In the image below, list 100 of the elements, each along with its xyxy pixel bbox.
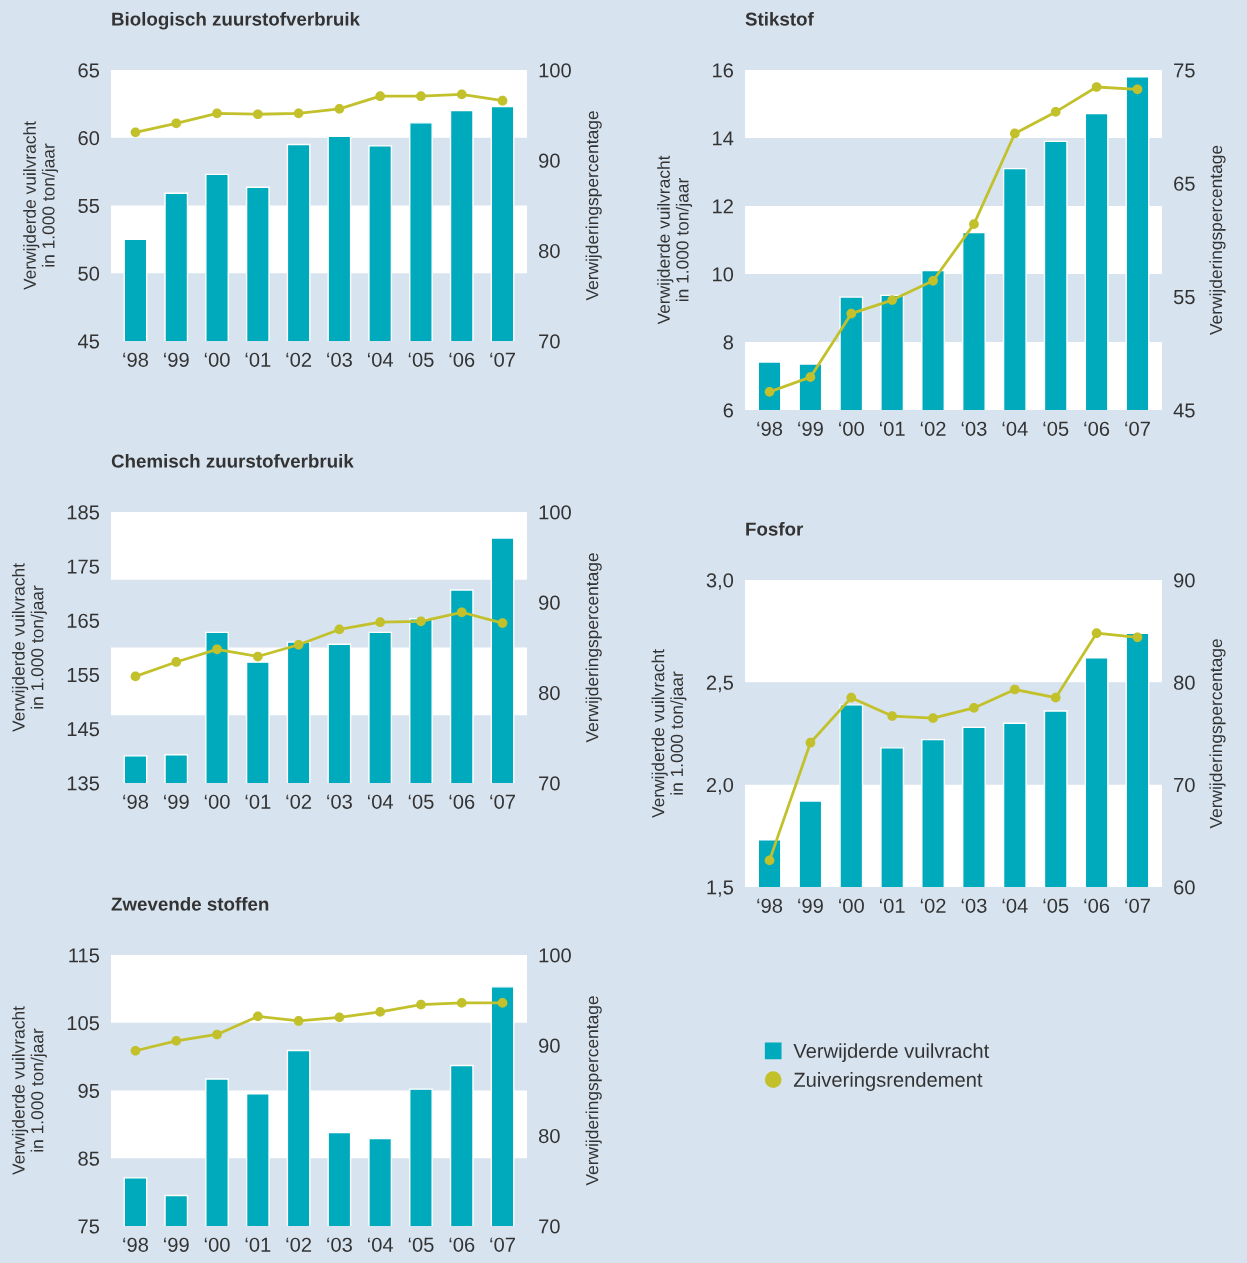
y-tick-label: 85 — [78, 1151, 100, 1166]
y-tick-label: 12 — [713, 199, 733, 214]
y-tick-label: 2,0 — [706, 777, 734, 795]
point — [928, 275, 938, 286]
y2-axis-title: Verwijderingspercentage — [585, 111, 602, 301]
y-tick-label: 8 — [723, 335, 734, 350]
y2-axis-title: Verwijderingspercentage — [1209, 639, 1226, 829]
x-tick-label: ‘05 — [408, 352, 434, 367]
point — [1050, 107, 1061, 117]
point — [1132, 632, 1143, 643]
chart-title: Zwevende stoffen — [111, 896, 269, 911]
y-tick-label: 60 — [78, 130, 100, 146]
point — [130, 127, 141, 138]
y2-axis-title: Verwijderingspercentage — [585, 553, 602, 743]
point — [334, 103, 345, 114]
y-tick-label: 2,5 — [706, 675, 734, 693]
point — [969, 219, 979, 229]
y2-tick-label: 65 — [1174, 176, 1195, 191]
y2-tick-label: 60 — [1174, 880, 1195, 895]
x-tick-label: ‘04 — [367, 352, 394, 367]
x-tick-label: ‘99 — [798, 421, 823, 436]
y-tick-label: 50 — [78, 266, 100, 281]
x-tick-label: ‘01 — [245, 794, 271, 809]
point — [171, 1035, 182, 1046]
point — [764, 387, 775, 397]
y-axis-title: Verwijderde vuilvracht in 1.000 ton/jaar — [23, 121, 59, 290]
legend-label: Zuiveringsrendement — [793, 1072, 983, 1091]
y-tick-label: 16 — [713, 63, 734, 78]
y2-tick-label: 80 — [1173, 675, 1195, 690]
y-tick-label: 3,0 — [706, 573, 734, 590]
x-tick-label: ‘02 — [920, 898, 946, 913]
x-tick-label: ‘00 — [839, 898, 864, 913]
point — [805, 372, 816, 382]
point — [1050, 692, 1061, 703]
point — [293, 108, 304, 119]
x-tick-label: ‘00 — [204, 1237, 230, 1252]
point — [130, 671, 141, 682]
point — [887, 295, 898, 305]
x-tick-label: ‘98 — [123, 1237, 149, 1252]
y-tick-label: 55 — [78, 198, 100, 213]
y-tick-label: 14 — [713, 131, 734, 146]
x-tick-label: ‘07 — [490, 352, 515, 367]
point — [456, 607, 467, 618]
point — [416, 616, 426, 627]
y2-tick-label: 80 — [538, 685, 560, 701]
x-tick-label: ‘03 — [327, 352, 352, 367]
y-tick-label: 75 — [78, 1219, 100, 1234]
x-tick-label: ‘04 — [367, 794, 394, 809]
x-tick-label: ‘02 — [286, 794, 312, 809]
x-tick-label: ‘04 — [1002, 421, 1028, 436]
legend-label: Verwijderde vuilvracht — [793, 1043, 990, 1063]
x-tick-label: ‘04 — [367, 1237, 394, 1252]
y-axis-title: Verwijderde vuilvracht in 1.000 ton/jaar — [11, 563, 47, 732]
x-tick-label: ‘00 — [204, 352, 230, 367]
y-axis-title: Verwijderde vuilvracht in 1.000 ton/jaar — [657, 155, 693, 325]
point — [928, 713, 938, 724]
point — [334, 1012, 345, 1023]
y-axis-title: Verwijderde vuilvracht in 1.000 ton/jaar — [651, 649, 687, 818]
y2-tick-label: 90 — [539, 595, 560, 610]
x-tick-label: ‘05 — [408, 794, 434, 809]
point — [171, 657, 182, 667]
point — [375, 91, 386, 102]
point — [497, 998, 508, 1008]
y2-tick-label: 100 — [539, 63, 571, 78]
point — [252, 1011, 263, 1022]
y-tick-label: 185 — [67, 505, 100, 520]
x-tick-label: ‘01 — [245, 1237, 271, 1252]
point — [764, 855, 775, 866]
point — [171, 118, 182, 129]
point — [416, 999, 426, 1010]
y2-tick-label: 70 — [539, 776, 560, 791]
point — [456, 89, 467, 100]
y2-tick-label: 70 — [539, 334, 560, 349]
point — [1091, 628, 1102, 639]
x-tick-label: ‘00 — [839, 421, 864, 436]
chart-title: Biologisch zuurstofverbruik — [112, 11, 361, 30]
x-tick-label: ‘06 — [1084, 898, 1110, 913]
point — [130, 1045, 141, 1056]
y2-tick-label: 45 — [1173, 403, 1195, 418]
x-tick-label: ‘02 — [920, 421, 946, 436]
x-tick-label: ‘07 — [490, 1237, 515, 1252]
y2-tick-label: 100 — [539, 505, 571, 520]
point — [497, 618, 508, 628]
x-tick-label: ‘99 — [164, 352, 189, 367]
y-axis-title: Verwijderde vuilvracht in 1.000 ton/jaar — [11, 1006, 47, 1175]
x-tick-label: ‘06 — [449, 352, 475, 367]
point — [375, 1007, 386, 1017]
point — [252, 651, 263, 662]
point — [1091, 82, 1102, 92]
x-tick-label: ‘07 — [1125, 421, 1150, 436]
point — [1132, 84, 1143, 95]
y-tick-label: 10 — [713, 267, 734, 282]
y2-tick-label: 90 — [539, 153, 560, 168]
point — [212, 108, 222, 119]
y-tick-label: 6 — [723, 403, 733, 418]
x-tick-label: ‘99 — [798, 898, 823, 913]
y-tick-label: 115 — [69, 948, 100, 963]
y2-tick-label: 90 — [1174, 573, 1195, 588]
point — [805, 737, 816, 748]
y-tick-label: 1,5 — [707, 880, 734, 897]
